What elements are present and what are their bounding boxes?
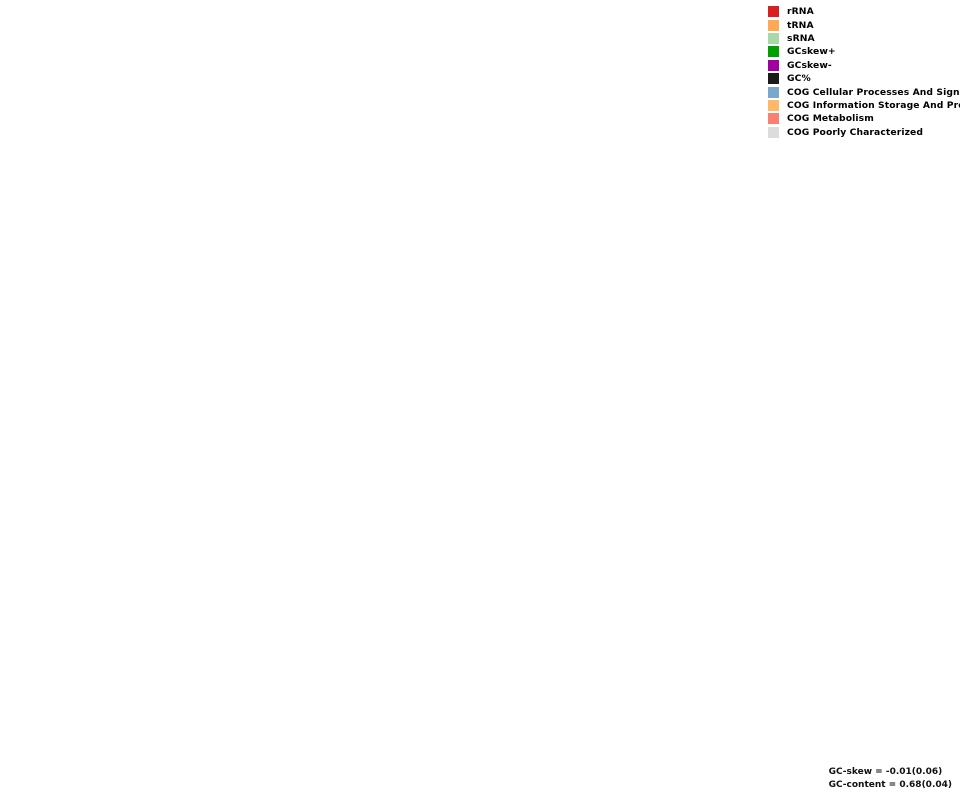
legend-item-label: GCskew+	[787, 46, 836, 58]
gc-content-stat: GC-content = 0.68(0.04)	[828, 780, 952, 790]
legend-swatch	[768, 126, 779, 138]
legend-swatch	[768, 59, 779, 71]
legend-item-label: sRNA	[787, 32, 815, 44]
legend-item-label: COG Cellular Processes And Signaling	[787, 86, 960, 98]
legend-item[interactable]: COG Cellular Processes And Signaling	[768, 85, 960, 98]
legend-item-label: COG Poorly Characterized	[787, 126, 924, 138]
legend-swatch	[768, 6, 779, 18]
legend-item[interactable]: rRNA	[768, 5, 958, 18]
legend-item[interactable]: GCskew+	[768, 45, 958, 58]
legend-swatch	[768, 32, 779, 44]
legend-item-label: GC%	[787, 73, 811, 85]
legend-item-label: tRNA	[787, 19, 814, 31]
legend-item[interactable]: GC%	[768, 72, 958, 85]
statistics-panel: GC-skew = -0.01(0.06) GC-content = 0.68(…	[829, 766, 952, 792]
legend-item-label: GCskew-	[787, 59, 832, 71]
legend-item[interactable]: GCskew-	[768, 59, 958, 72]
legend-swatch	[768, 73, 779, 85]
legend-swatch	[768, 46, 779, 58]
legend-swatch	[768, 113, 779, 125]
legend-item[interactable]: COG Information Storage And Processing	[768, 99, 960, 112]
legend-item[interactable]: sRNA	[768, 32, 958, 45]
legend-swatch	[768, 99, 779, 111]
legend-item[interactable]: COG Metabolism	[768, 112, 958, 125]
legend: rRNA tRNA sRNA GCskew+ GCskew- GC% COG Cellula…	[768, 5, 960, 139]
legend-item-label: COG Information Storage And Processing	[787, 99, 960, 111]
legend-item[interactable]: tRNA	[768, 18, 958, 31]
legend-swatch	[768, 86, 779, 98]
legend-item[interactable]: COG Poorly Characterized	[768, 126, 958, 139]
gc-skew-stat: GC-skew = -0.01(0.06)	[828, 767, 943, 777]
legend-swatch	[768, 19, 779, 31]
legend-item-label: COG Metabolism	[787, 113, 874, 125]
legend-item-label: rRNA	[787, 6, 814, 18]
